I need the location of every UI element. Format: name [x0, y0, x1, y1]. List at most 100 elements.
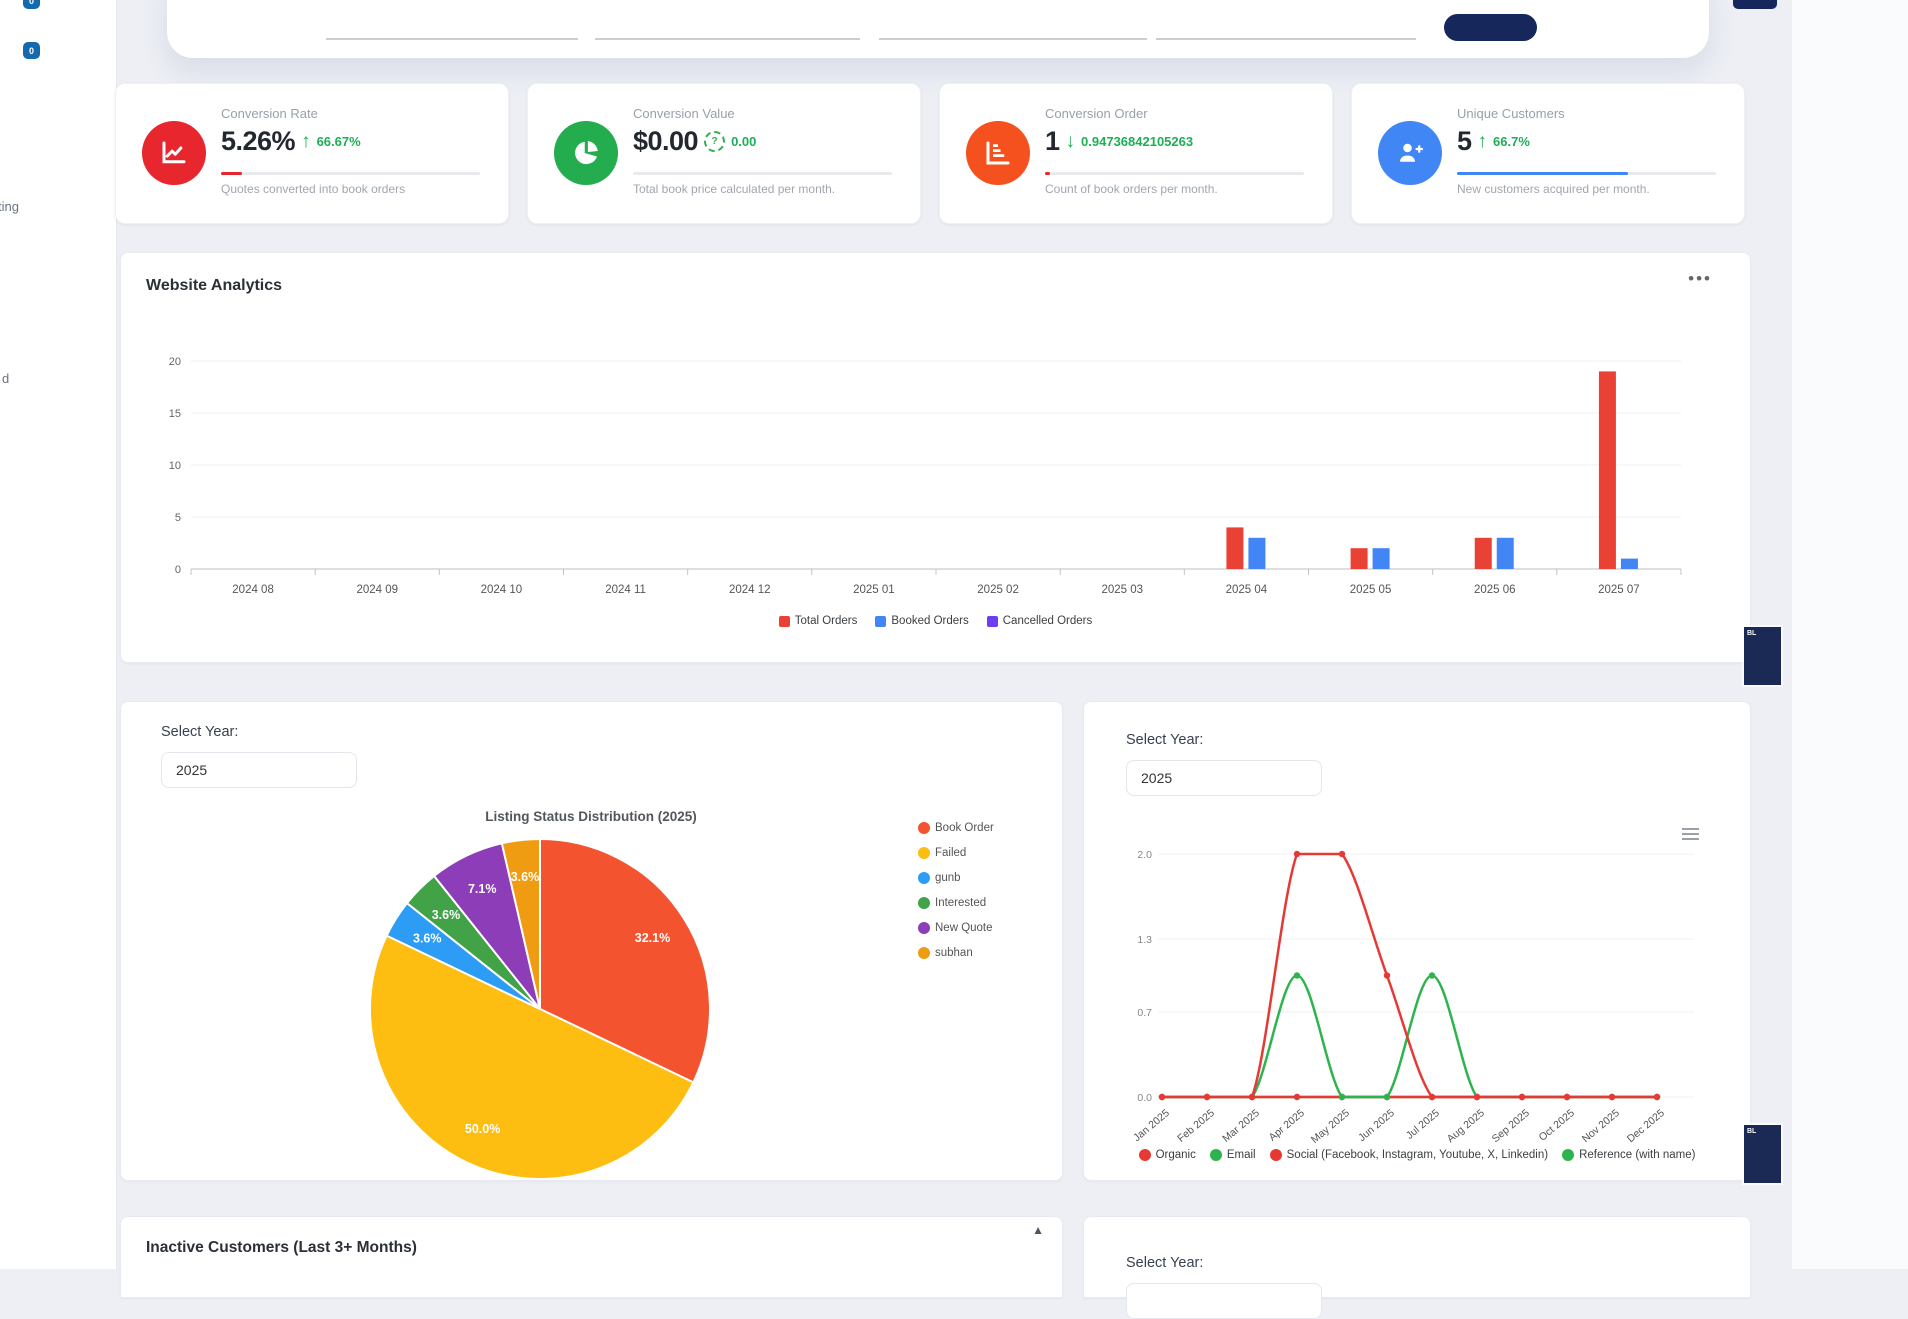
legend-item[interactable]: Book Order: [918, 822, 994, 834]
legend-label: Failed: [935, 847, 967, 859]
legend-item[interactable]: gunb: [918, 872, 994, 884]
panel-menu-icon[interactable]: •••: [1688, 269, 1712, 288]
kpi-caption: Total book price calculated per month.: [633, 182, 836, 196]
select-year-label: Select Year:: [161, 724, 239, 740]
legend-swatch: [1562, 1149, 1575, 1161]
legend-item[interactable]: Organic: [1138, 1149, 1196, 1161]
svg-text:2025 05: 2025 05: [1350, 584, 1392, 596]
legend-label: subhan: [935, 947, 973, 959]
legend-swatch: [986, 615, 998, 627]
kpi-progress-track: [633, 172, 892, 175]
sidebar-item-label-fragment: d: [2, 371, 10, 386]
kpi-progress-fill: [1457, 172, 1628, 175]
legend-item[interactable]: Social (Facebook, Instagram, Youtube, X,…: [1269, 1149, 1549, 1161]
right-margin-strip: [1792, 0, 1908, 1269]
svg-text:3.6%: 3.6%: [432, 908, 461, 922]
svg-text:2024 12: 2024 12: [729, 584, 771, 596]
search-field-2[interactable]: [595, 16, 860, 40]
svg-text:0: 0: [175, 564, 181, 576]
svg-text:2025 01: 2025 01: [853, 584, 895, 596]
legend-swatch: [918, 922, 930, 934]
svg-text:Feb 2025: Feb 2025: [1175, 1107, 1217, 1145]
legend-item[interactable]: Interested: [918, 897, 994, 909]
kpi-caption: New customers acquired per month.: [1457, 182, 1650, 196]
svg-text:32.1%: 32.1%: [635, 931, 670, 945]
legend-item[interactable]: Booked Orders: [875, 615, 969, 627]
kpi-progress-track: [221, 172, 480, 175]
search-submit-button[interactable]: [1444, 14, 1537, 41]
svg-text:20: 20: [169, 356, 181, 368]
svg-text:0.0: 0.0: [1137, 1092, 1152, 1104]
floating-tool-button[interactable]: BL: [1744, 1125, 1781, 1183]
legend-label: Social (Facebook, Instagram, Youtube, X,…: [1286, 1149, 1549, 1161]
svg-text:10: 10: [169, 460, 181, 472]
legend-swatch: [1209, 1149, 1222, 1161]
legend-item[interactable]: Email: [1209, 1149, 1256, 1161]
svg-text:3.6%: 3.6%: [413, 931, 442, 945]
pie-chart-icon: [554, 121, 618, 185]
svg-text:2025 04: 2025 04: [1226, 584, 1268, 596]
svg-text:2025 06: 2025 06: [1474, 584, 1516, 596]
legend-swatch: [1269, 1149, 1282, 1161]
trend-up-icon: ↑: [1477, 131, 1488, 152]
svg-text:1.3: 1.3: [1137, 934, 1152, 946]
year-select-input[interactable]: [161, 752, 357, 788]
legend-swatch: [1138, 1149, 1151, 1161]
line-chart-legend: Organic Email Social (Facebook, Instagram,…: [1084, 1149, 1750, 1161]
website-analytics-panel: Website Analytics ••• 0 5 10 15 20 2024 08 202…: [120, 252, 1751, 663]
kpi-value: 5.26%: [221, 126, 296, 156]
pie-chart-legend: Book Order Failed gunb Interested New Quote s…: [918, 822, 994, 959]
kpi-caption: Quotes converted into book orders: [221, 182, 406, 196]
legend-swatch: [875, 615, 887, 627]
kpi-trend-value: 0.00: [731, 134, 757, 149]
year-select-input[interactable]: [1126, 760, 1322, 796]
floating-tool-button[interactable]: BL: [1744, 627, 1781, 685]
legend-item[interactable]: Total Orders: [778, 615, 857, 627]
collapse-up-icon[interactable]: ▲: [1032, 1223, 1044, 1237]
legend-label: Cancelled Orders: [1002, 615, 1093, 627]
inactive-customers-panel: Inactive Customers (Last 3+ Months) ▲: [120, 1216, 1063, 1298]
sidebar-item-label-fragment: ting: [0, 199, 19, 214]
kpi-card-conversion-order: Conversion Order 1 ↓ 0.94736842105263 Co…: [939, 83, 1333, 224]
legend-item[interactable]: New Quote: [918, 922, 994, 934]
top-search-card: [167, 0, 1709, 58]
user-plus-icon: [1378, 121, 1442, 185]
legend-swatch: [918, 847, 930, 859]
legend-label: Reference (with name): [1579, 1149, 1696, 1161]
svg-text:2025 02: 2025 02: [977, 584, 1019, 596]
svg-text:Sep 2025: Sep 2025: [1490, 1107, 1532, 1145]
legend-item[interactable]: Cancelled Orders: [986, 615, 1093, 627]
listing-status-panel: Select Year: Listing Status Distribution…: [120, 701, 1063, 1181]
legend-item[interactable]: subhan: [918, 947, 994, 959]
trend-down-icon: ↓: [1065, 131, 1076, 152]
svg-text:5: 5: [175, 512, 181, 524]
legend-item[interactable]: Reference (with name): [1562, 1149, 1695, 1161]
kpi-progress-track: [1045, 172, 1304, 175]
kpi-title: Unique Customers: [1457, 106, 1565, 121]
sidebar-badge[interactable]: 0: [23, 42, 40, 59]
search-field-4[interactable]: [1156, 16, 1416, 40]
svg-text:2024 08: 2024 08: [232, 584, 274, 596]
chart-menu-icon[interactable]: [1682, 825, 1699, 843]
trend-up-icon: ↑: [301, 131, 311, 152]
search-field-3[interactable]: [879, 16, 1147, 40]
svg-text:2025 07: 2025 07: [1598, 584, 1640, 596]
legend-swatch: [918, 872, 930, 884]
svg-text:Listing Status Distribution (2: Listing Status Distribution (2025): [485, 809, 697, 824]
bottom-right-panel: Select Year:: [1083, 1216, 1751, 1319]
legend-label: New Quote: [935, 922, 993, 934]
bar-chart-icon: [966, 121, 1030, 185]
legend-label: gunb: [935, 872, 961, 884]
sidebar-badge-top[interactable]: 0: [23, 0, 40, 9]
svg-text:2024 11: 2024 11: [605, 584, 646, 596]
svg-text:2024 09: 2024 09: [356, 584, 398, 596]
svg-text:50.0%: 50.0%: [465, 1122, 500, 1136]
select-year-label: Select Year:: [1126, 732, 1204, 748]
svg-text:Jun 2025: Jun 2025: [1356, 1107, 1397, 1144]
legend-item[interactable]: Failed: [918, 847, 994, 859]
kpi-value: 5: [1457, 126, 1472, 156]
year-select-input[interactable]: [1126, 1283, 1322, 1319]
search-field-1[interactable]: [326, 16, 578, 40]
svg-text:2025 03: 2025 03: [1101, 584, 1143, 596]
